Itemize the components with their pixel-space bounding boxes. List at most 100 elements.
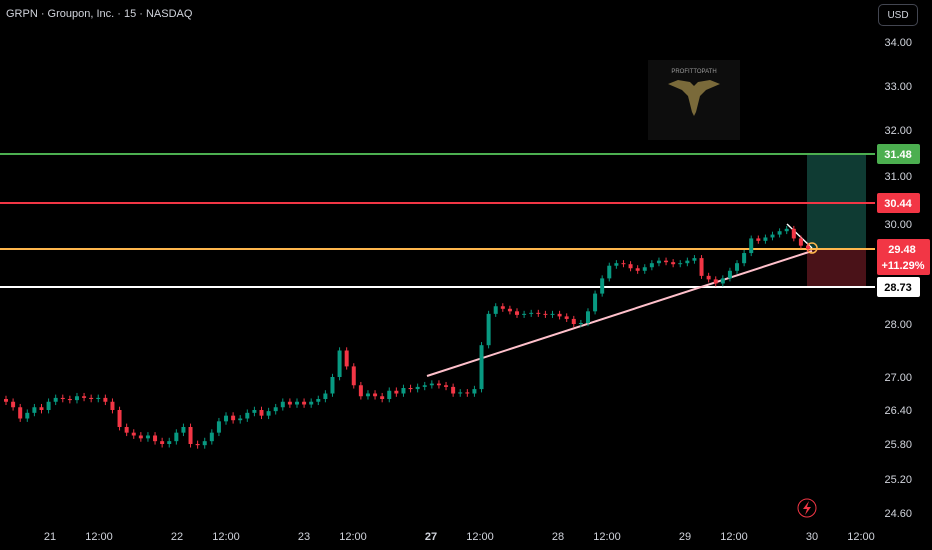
time-tick-label: 12:00 bbox=[85, 531, 113, 543]
candle-body bbox=[53, 397, 58, 402]
position-zones bbox=[807, 153, 866, 286]
candle-body bbox=[493, 306, 498, 314]
alert-button[interactable] bbox=[797, 498, 817, 518]
time-tick-label: 21 bbox=[44, 531, 56, 543]
candle-body bbox=[316, 399, 321, 402]
candle-body bbox=[67, 399, 72, 401]
candle-body bbox=[671, 262, 676, 265]
candle-body bbox=[153, 435, 158, 442]
candle-body bbox=[593, 293, 598, 312]
time-tick-label: 12:00 bbox=[720, 531, 748, 543]
horizontal-levels bbox=[0, 153, 875, 288]
currency-button[interactable]: USD bbox=[878, 4, 918, 26]
candle-body bbox=[216, 421, 221, 433]
candle-body bbox=[550, 313, 555, 315]
candle-body bbox=[791, 228, 796, 239]
price-badges: 31.48 30.44 28.73 29.48 +11.29% bbox=[877, 144, 930, 297]
price-tick-label: 28.00 bbox=[884, 319, 912, 331]
candle-body bbox=[451, 386, 456, 394]
price-tick-label: 27.00 bbox=[884, 372, 912, 384]
candle-body bbox=[380, 396, 385, 399]
candle-body bbox=[486, 313, 491, 346]
candle-body bbox=[472, 389, 477, 394]
candle-body bbox=[39, 407, 44, 410]
white-price-label: 28.73 bbox=[884, 282, 912, 294]
candle-body bbox=[117, 410, 122, 427]
candle-body bbox=[138, 435, 143, 439]
trend-lines bbox=[426, 223, 818, 377]
price-tick-label: 32.00 bbox=[884, 125, 912, 137]
candle-body bbox=[614, 263, 619, 266]
candle-body bbox=[89, 397, 94, 399]
candle-body bbox=[174, 432, 179, 442]
candle-body bbox=[784, 228, 789, 232]
red-price-label: 30.44 bbox=[884, 198, 912, 210]
candle-body bbox=[635, 268, 640, 271]
red-price-badge bbox=[877, 193, 920, 213]
candle-body bbox=[621, 263, 626, 265]
lightning-icon bbox=[803, 501, 811, 515]
candle-body bbox=[465, 392, 470, 394]
candle-body bbox=[585, 311, 590, 323]
white-price-badge bbox=[877, 277, 920, 297]
alert-circle[interactable] bbox=[797, 498, 817, 518]
watermark-logo: PROFITTOPATH bbox=[648, 60, 740, 140]
candle-body bbox=[749, 238, 754, 254]
candle-body bbox=[727, 270, 732, 279]
time-tick-label: 12:00 bbox=[339, 531, 367, 543]
candle-body bbox=[770, 234, 775, 238]
candle-body bbox=[110, 401, 115, 410]
candle-body bbox=[309, 401, 314, 405]
candle-body bbox=[25, 412, 30, 419]
time-tick-label: 12:00 bbox=[847, 531, 875, 543]
candle-body bbox=[373, 393, 378, 397]
candle-body bbox=[224, 415, 229, 422]
candle-body bbox=[337, 350, 342, 377]
candle-body bbox=[699, 258, 704, 276]
candle-body bbox=[806, 245, 810, 249]
last-price-change: +11.29% bbox=[881, 260, 924, 272]
candle-body bbox=[649, 263, 654, 268]
price-tick-label: 30.00 bbox=[884, 219, 912, 231]
candle-body bbox=[344, 350, 349, 367]
candle-body bbox=[600, 278, 605, 294]
candle-body bbox=[4, 399, 8, 402]
candle-body bbox=[351, 366, 356, 386]
candlesticks bbox=[4, 225, 810, 449]
last-price-value: 29.48 bbox=[888, 244, 916, 256]
candle-body bbox=[607, 265, 612, 279]
candle-body bbox=[188, 427, 193, 444]
time-axis: 21 12:00 22 12:00 23 12:00 27 12:00 28 12:00 29 12:… bbox=[44, 531, 875, 543]
price-tick-label: 26.40 bbox=[884, 405, 912, 417]
candle-body bbox=[415, 386, 420, 390]
candle-body bbox=[706, 275, 711, 280]
candle-body bbox=[664, 260, 669, 263]
candle-body bbox=[735, 263, 740, 271]
candle-body bbox=[685, 260, 690, 264]
candle-body bbox=[720, 278, 725, 284]
candle-body bbox=[167, 441, 172, 444]
candle-body bbox=[557, 313, 562, 317]
candle-body bbox=[756, 238, 761, 241]
price-tick-label: 33.00 bbox=[884, 81, 912, 93]
eagle-icon bbox=[668, 80, 720, 116]
time-tick-label: 27 bbox=[425, 531, 437, 543]
candle-body bbox=[259, 410, 264, 416]
candle-body bbox=[160, 441, 165, 444]
candle-body bbox=[18, 407, 23, 419]
candle-body bbox=[294, 401, 299, 405]
profit-zone bbox=[807, 153, 866, 248]
watermark-text: PROFITTOPATH bbox=[671, 69, 716, 75]
candle-body bbox=[82, 396, 87, 398]
symbol-title: GRPN · Groupon, Inc. · 15 · NASDAQ bbox=[6, 8, 193, 20]
candle-body bbox=[429, 383, 434, 386]
candle-body bbox=[656, 260, 661, 264]
candle-body bbox=[642, 267, 647, 271]
price-tick-label: 34.00 bbox=[884, 37, 912, 49]
candle-body bbox=[692, 258, 697, 261]
price-tick-label: 24.60 bbox=[884, 508, 912, 520]
price-axis: 34.00 33.00 32.00 31.00 30.00 28.00 27.00 26.40… bbox=[884, 37, 912, 520]
time-tick-label: 30 bbox=[806, 531, 818, 543]
candle-body bbox=[742, 253, 747, 264]
